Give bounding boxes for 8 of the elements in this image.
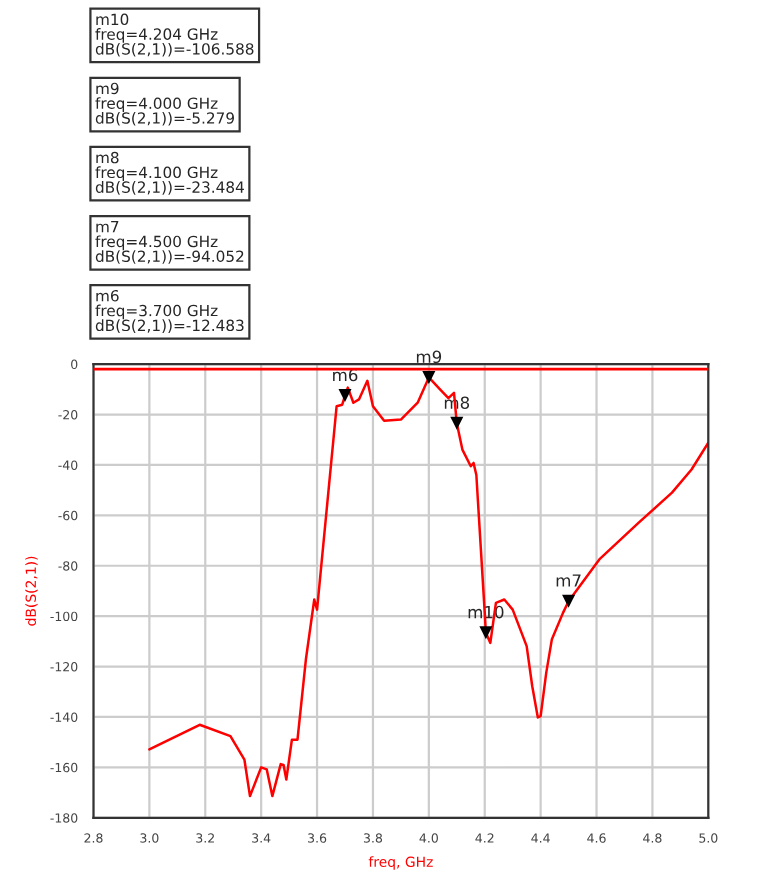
point xyxy=(562,594,576,608)
point xyxy=(479,626,493,640)
point xyxy=(338,389,352,403)
point xyxy=(450,416,464,430)
annotation: m6 xyxy=(333,368,358,382)
point xyxy=(422,370,436,384)
annotation: m7 xyxy=(556,574,581,587)
annotation: m9 xyxy=(416,350,442,364)
